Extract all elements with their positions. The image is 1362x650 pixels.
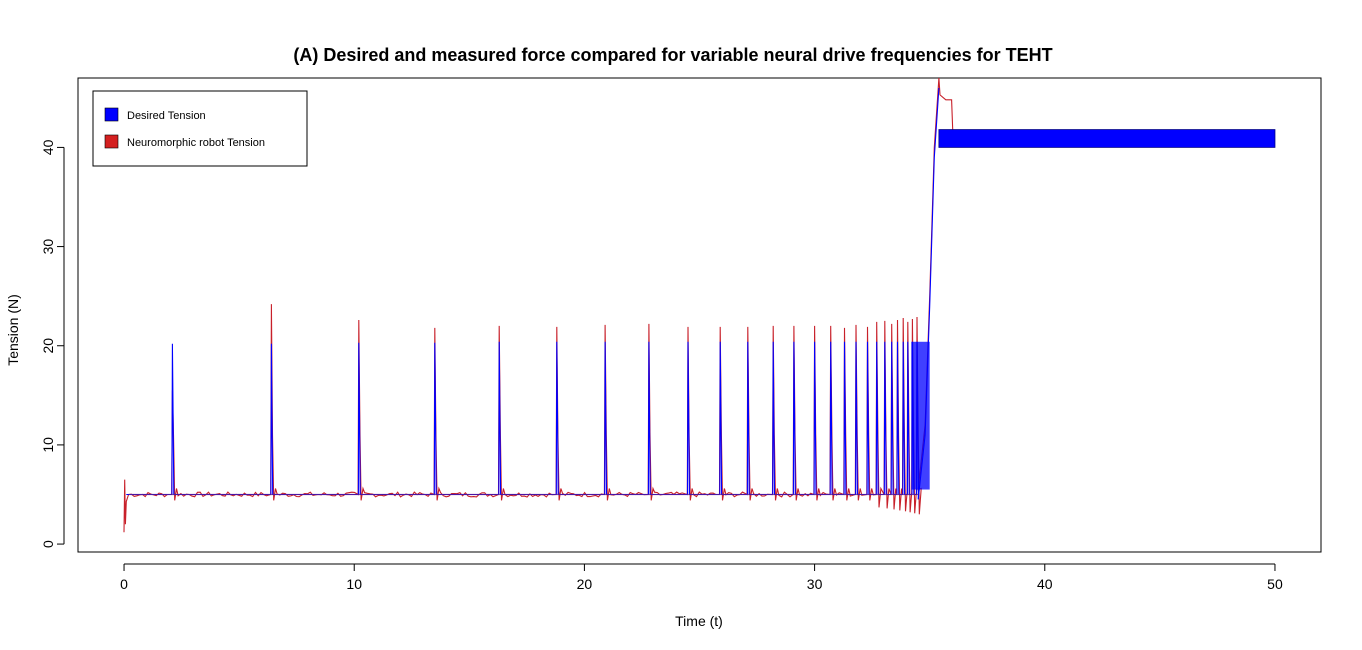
legend-label-measured: Neuromorphic robot Tension — [127, 137, 265, 149]
legend-swatch-measured — [104, 134, 119, 149]
axes-layer: 0 10 20 30 40 50 0 10 20 30 40 — [40, 139, 1283, 592]
x-tick-label-0: 0 — [120, 576, 128, 592]
y-tick-label-20: 20 — [40, 338, 56, 354]
x-tick-label-40: 40 — [1037, 576, 1053, 592]
series-desired-plateau — [938, 129, 1276, 148]
y-tick-label-40: 40 — [40, 139, 56, 155]
y-tick-label-0: 0 — [40, 540, 56, 548]
y-tick-label-30: 30 — [40, 239, 56, 255]
series-desired-line — [126, 87, 940, 500]
legend-label-desired: Desired Tension — [127, 110, 206, 122]
x-tick-label-20: 20 — [577, 576, 593, 592]
legend-box — [92, 90, 308, 167]
y-axis-label: Tension (N) — [5, 294, 21, 366]
x-tick-label-50: 50 — [1267, 576, 1283, 592]
legend-swatch-desired — [104, 107, 119, 122]
x-tick-label-10: 10 — [346, 576, 362, 592]
x-axis-label: Time (t) — [675, 613, 723, 629]
legend: Desired Tension Neuromorphic robot Tensi… — [92, 90, 308, 167]
plot-frame — [77, 77, 1322, 553]
series-layer — [123, 77, 1276, 533]
x-tick-label-30: 30 — [807, 576, 823, 592]
y-tick-label-10: 10 — [40, 437, 56, 453]
series-desired-dense-oscillation — [911, 341, 930, 490]
chart-title: (A) Desired and measured force compared … — [293, 45, 1052, 65]
